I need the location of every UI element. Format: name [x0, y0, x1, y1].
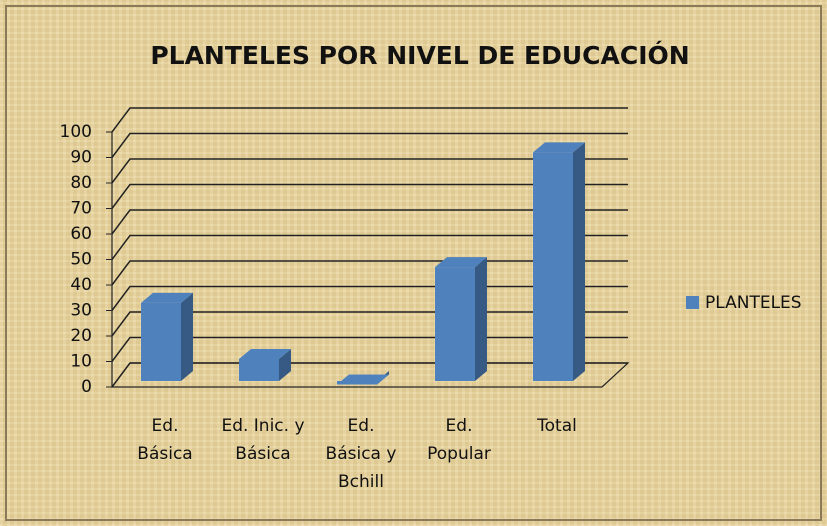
bar-face — [279, 348, 291, 381]
y-tick-label: 80 — [70, 173, 92, 193]
grid-line — [111, 132, 628, 158]
chart-title: PLANTELES POR NIVEL DE EDUCACIÓN — [150, 40, 689, 70]
bar-face — [337, 381, 377, 385]
frame — [5, 5, 822, 521]
grid-line — [111, 234, 628, 260]
x-tick-label: Ed. Inic. y Básica — [221, 416, 305, 464]
bar-face — [141, 302, 181, 381]
y-tick-label: 60 — [70, 224, 92, 244]
bar — [337, 371, 389, 385]
bar-face — [573, 142, 585, 381]
bar — [533, 142, 585, 381]
y-tick-label: 10 — [70, 352, 92, 372]
legend-label: PLANTELES — [705, 293, 802, 313]
bar-face — [239, 358, 279, 381]
bar-face — [475, 257, 487, 381]
y-tick-label: 0 — [81, 377, 92, 397]
bar-face — [435, 267, 475, 381]
bar — [141, 292, 193, 381]
y-tick-label: 90 — [70, 148, 92, 168]
bar-face — [181, 292, 193, 381]
y-tick-label: 30 — [70, 301, 92, 321]
y-tick-label: 100 — [60, 122, 92, 142]
bar-face — [239, 348, 291, 359]
grid-line — [111, 158, 628, 184]
x-tick-label: Ed. Popular — [427, 416, 491, 464]
grid-line — [111, 209, 628, 235]
grid-line — [111, 183, 628, 209]
x-tick-label: Ed. Básica y Bchill — [325, 416, 397, 492]
bar — [239, 348, 291, 381]
bar-face — [533, 152, 573, 381]
legend-swatch — [686, 296, 699, 309]
y-tick-label: 70 — [70, 199, 92, 219]
grid-line — [111, 107, 628, 133]
y-tick-label: 20 — [70, 326, 92, 346]
bar-face — [141, 292, 193, 303]
x-tick-label: Ed. Básica — [137, 416, 193, 464]
x-tick-label: Total — [537, 416, 577, 436]
bar-face — [533, 142, 585, 153]
y-tick-label: 40 — [70, 275, 92, 295]
bar — [435, 257, 487, 381]
bar-face — [435, 257, 487, 268]
y-tick-label: 50 — [70, 250, 92, 270]
